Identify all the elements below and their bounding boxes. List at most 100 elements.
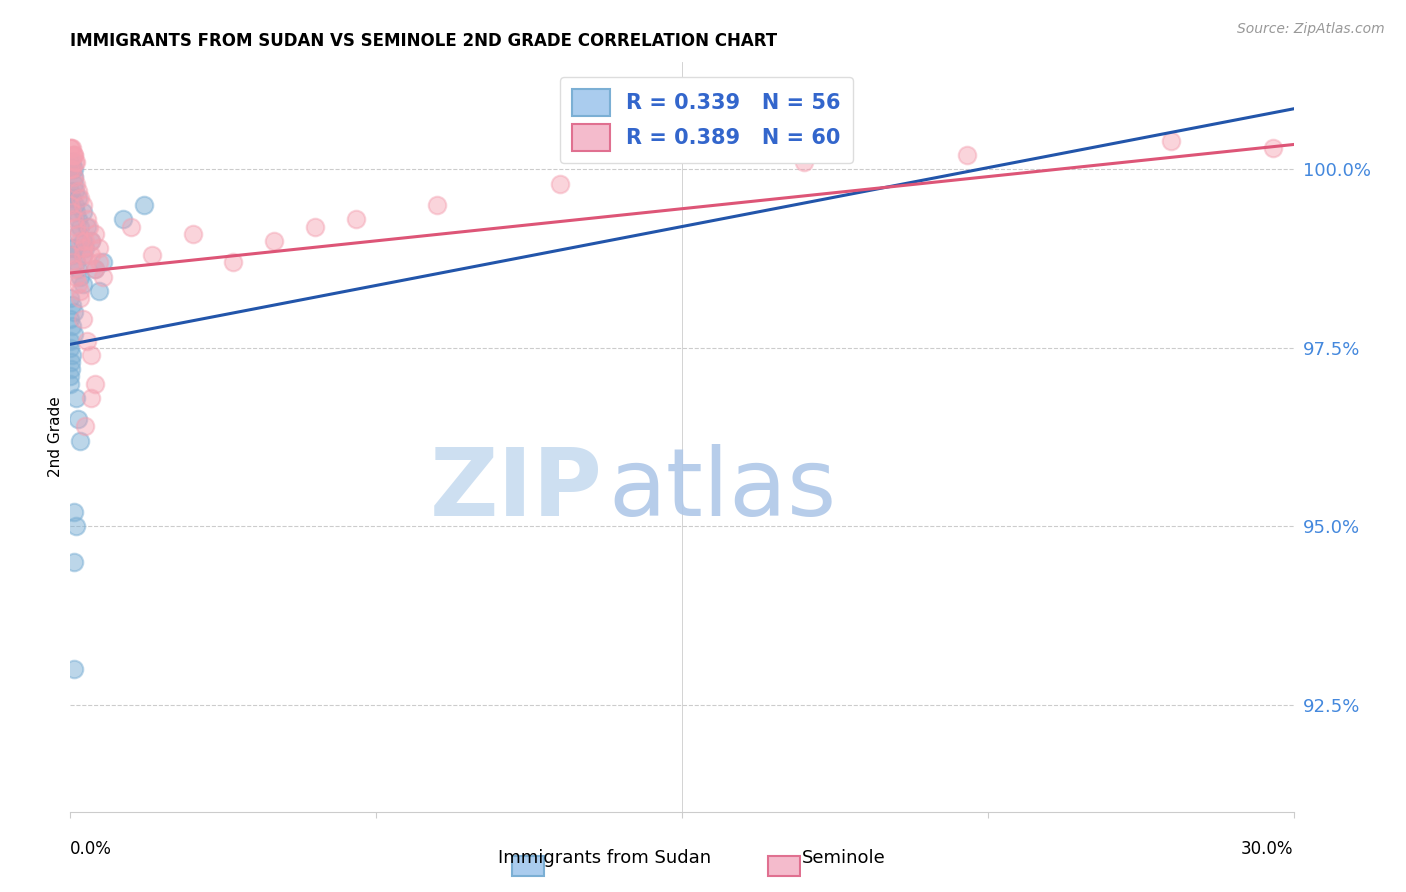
Point [67,412,90,426]
Y-axis label: 2nd Grade: 2nd Grade [48,397,63,477]
Point [72,312,94,326]
Point [72,234,94,248]
Point [63,184,86,198]
Point [63,212,86,227]
FancyBboxPatch shape [512,856,544,876]
Point [65,391,87,405]
Point [60,141,83,155]
Point [59,248,82,262]
Point [60,155,83,169]
Point [65,269,87,284]
Point [62,148,84,162]
Point [87,241,110,255]
Point [63,177,86,191]
Point [59,369,82,384]
Point [63,305,86,319]
Point [73,234,96,248]
Point [304,219,326,234]
Point [83,376,105,391]
Text: 30.0%: 30.0% [1241,840,1294,858]
Point [79,391,103,405]
Point [60,298,83,312]
Point [83,227,105,241]
Legend: R = 0.339   N = 56, R = 0.389   N = 60: R = 0.339 N = 56, R = 0.389 N = 60 [560,77,853,163]
Point [63,326,86,341]
Point [73,241,96,255]
Point [67,262,90,277]
Point [67,191,90,205]
Point [79,234,103,248]
Text: Source: ZipAtlas.com: Source: ZipAtlas.com [1237,22,1385,37]
Point [63,198,86,212]
Point [72,248,94,262]
Point [72,248,94,262]
Point [63,505,86,519]
Point [63,262,86,277]
Point [60,355,83,369]
Point [69,284,91,298]
Text: 0.0%: 0.0% [70,840,112,858]
Point [65,205,87,219]
Point [181,227,204,241]
Point [60,319,83,334]
Point [83,262,105,277]
Point [76,334,98,348]
Point [69,434,91,448]
Point [62,169,84,184]
Point [59,162,82,177]
Point [65,177,87,191]
Point [60,255,83,269]
Point [67,212,90,227]
Point [63,241,86,255]
Point [62,162,84,177]
Point [59,312,82,326]
Point [59,376,82,391]
Point [65,519,87,533]
Point [79,234,103,248]
Point [65,219,87,234]
Point [263,234,285,248]
Point [69,234,91,248]
Point [69,269,91,284]
Text: Seminole: Seminole [801,849,886,867]
Point [72,205,94,219]
Point [60,191,83,205]
Point [69,191,91,205]
Point [79,348,103,362]
Point [59,162,82,177]
Point [60,162,83,177]
Point [59,184,82,198]
Point [59,241,82,255]
Point [60,141,83,155]
Point [59,141,82,155]
Point [793,155,815,169]
Point [63,148,86,162]
Point [76,212,98,227]
Point [83,262,105,277]
Point [73,419,96,434]
Text: ZIP: ZIP [429,443,602,535]
Point [1160,134,1182,148]
Point [65,155,87,169]
Point [67,277,90,291]
Point [67,184,90,198]
Text: atlas: atlas [609,443,837,535]
Point [63,169,86,184]
Point [60,348,83,362]
Point [69,291,91,305]
Point [87,255,110,269]
Point [956,148,979,162]
Point [121,219,143,234]
Point [60,248,83,262]
Point [548,177,571,191]
Point [67,227,90,241]
Point [59,155,82,169]
Text: Immigrants from Sudan: Immigrants from Sudan [498,849,711,867]
Point [60,205,83,219]
Point [59,162,82,177]
Point [60,162,83,177]
Point [59,198,82,212]
Point [60,362,83,376]
Point [72,277,94,291]
Point [63,155,86,169]
